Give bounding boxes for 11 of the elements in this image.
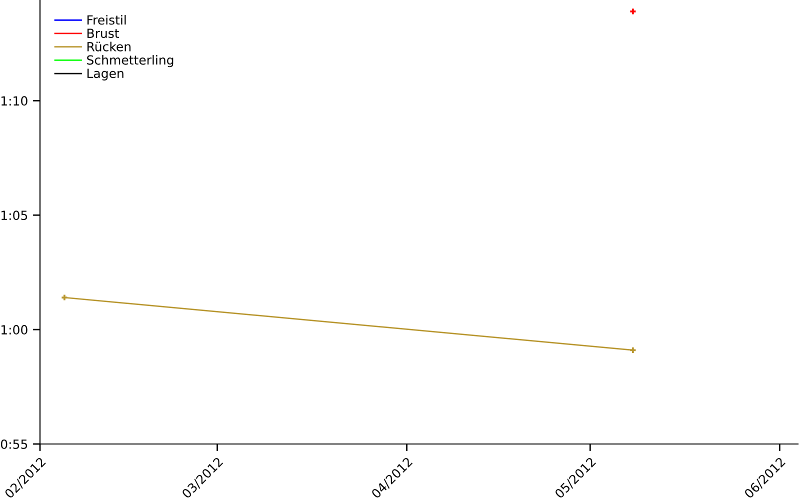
y-tick-label: 0:55	[0, 439, 28, 449]
legend-label: Rücken	[87, 42, 131, 52]
legend-label: Brust	[87, 28, 119, 38]
y-tick-label: 1:10	[1, 96, 28, 106]
point	[630, 347, 636, 353]
legend-label: Freistil	[87, 15, 126, 25]
legend-label: Schmetterling	[87, 55, 174, 68]
y-tick-label: 1:05	[1, 210, 28, 220]
y-tick-label: 1:00	[1, 325, 28, 334]
legend-label: Lagen	[87, 68, 124, 80]
point	[62, 294, 68, 300]
